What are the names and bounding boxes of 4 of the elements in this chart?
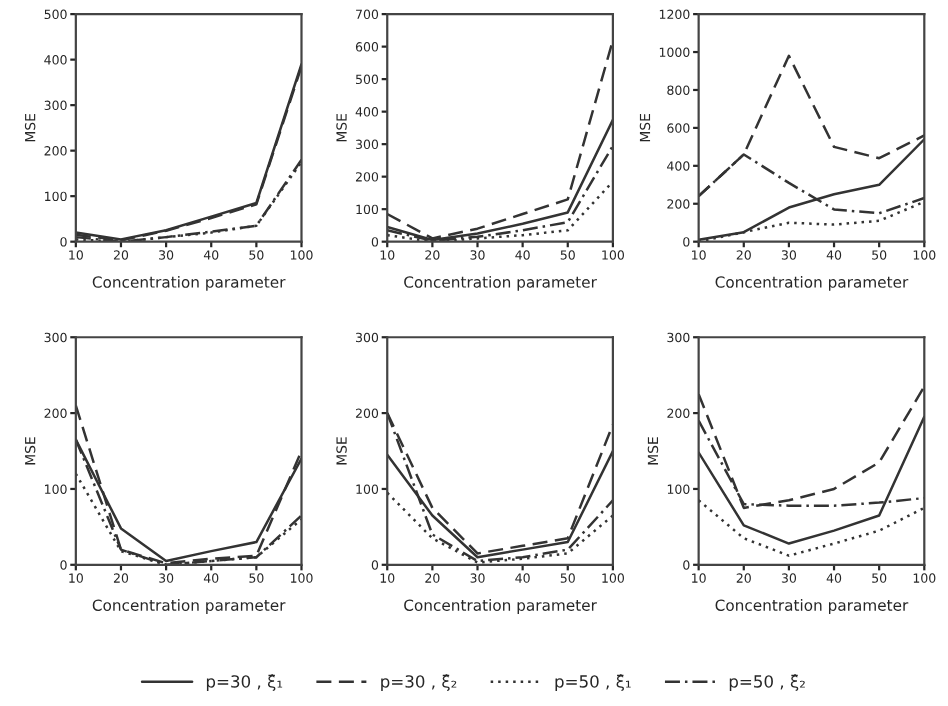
legend-label: p=50 , ξ̂₁ (555, 674, 631, 691)
legend-label: p=50 , ξ̂₂ (729, 674, 805, 691)
legend-label: p=30 , ξ̂₁ (206, 674, 283, 691)
legend-label: p=30 , ξ̂₂ (381, 674, 457, 691)
